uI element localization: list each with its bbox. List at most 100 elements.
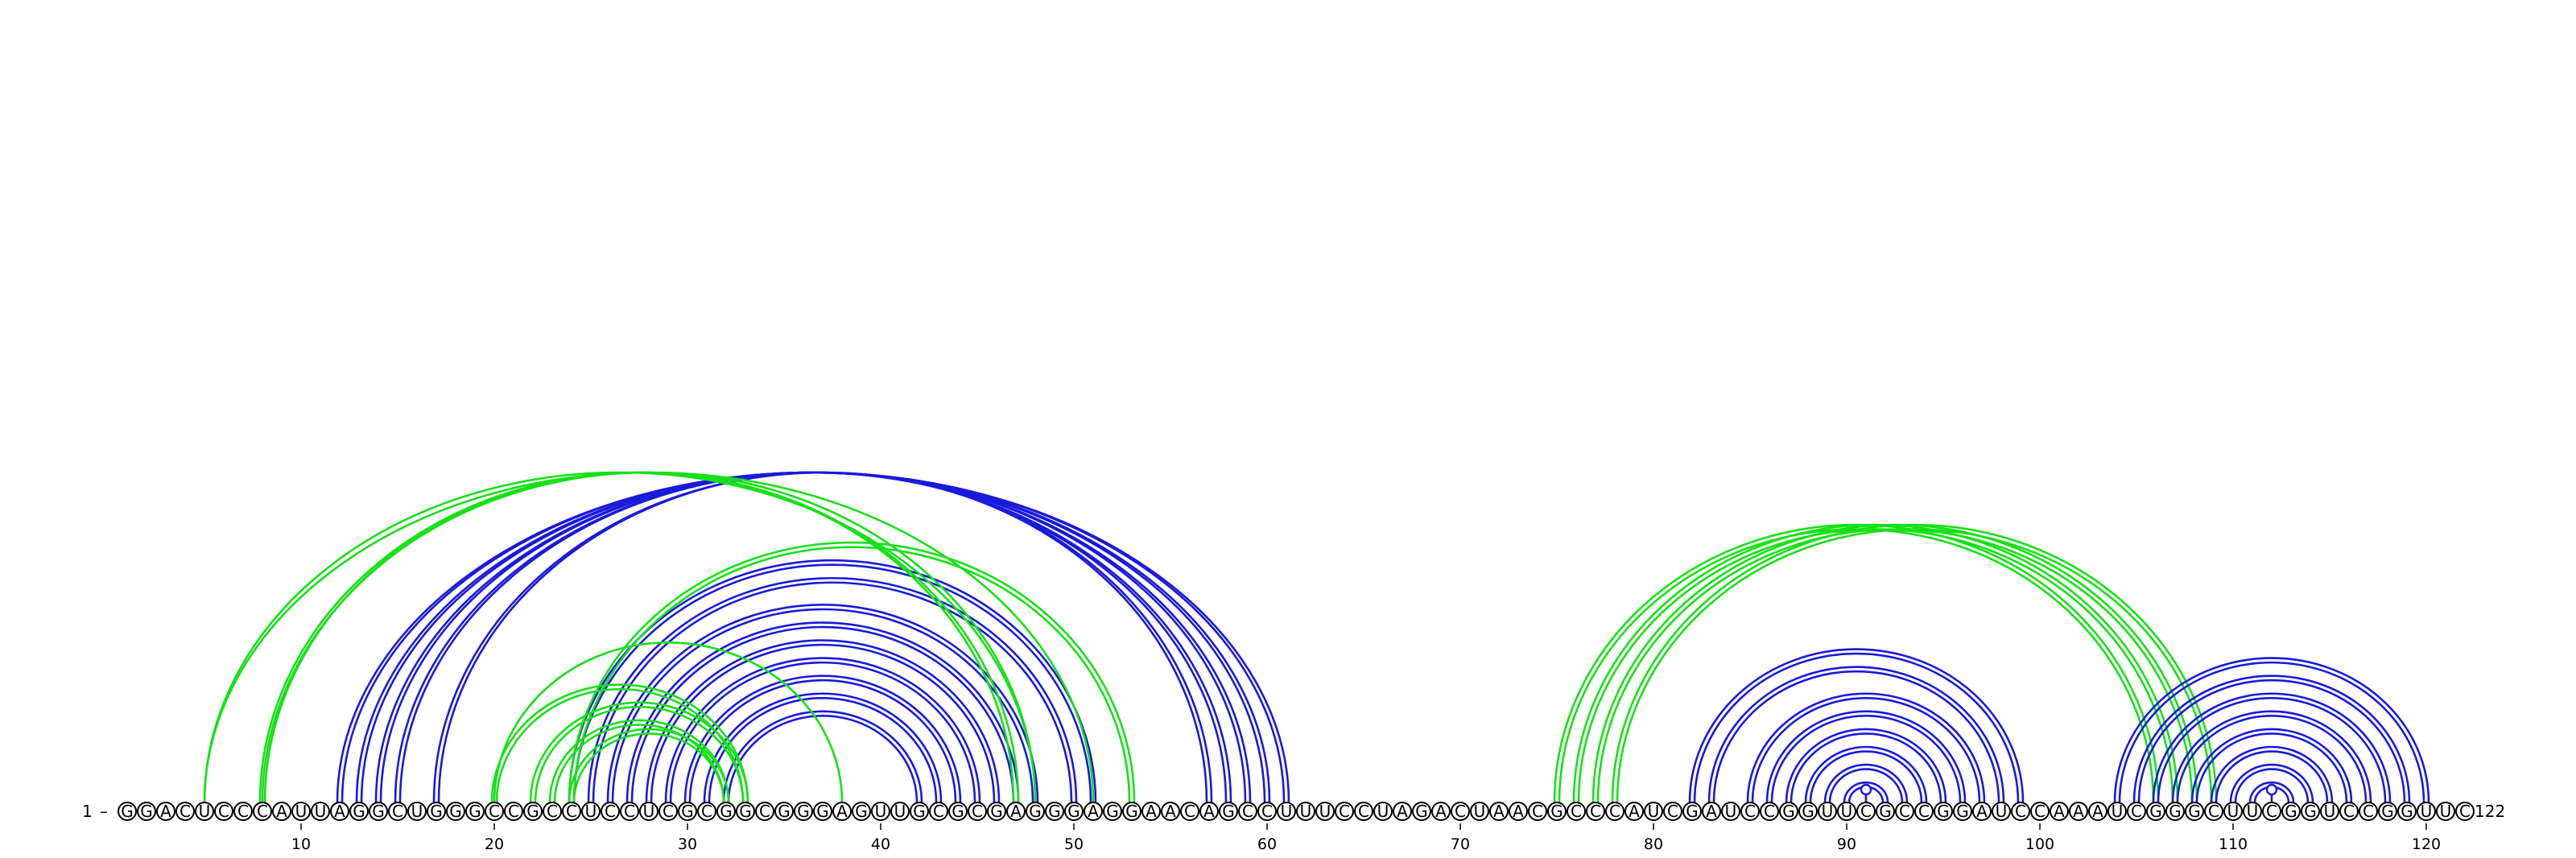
nucleotide-letter: A xyxy=(1165,802,1176,821)
nucleotide-circle xyxy=(253,802,272,821)
nucleotide-10: U xyxy=(291,802,311,821)
nucleotide-111: U xyxy=(2243,802,2262,821)
nucleotide-106: G xyxy=(2146,802,2165,821)
blue-arc-24-51-outer xyxy=(568,559,1097,803)
nucleotide-letter: U xyxy=(2440,802,2452,821)
nucleotide-118: G xyxy=(2378,802,2397,821)
blue-arc-25-50-outer xyxy=(587,576,1078,803)
nucleotide-circle xyxy=(2050,802,2069,821)
nucleotide-117: C xyxy=(2359,802,2378,821)
nucleotide-letter: G xyxy=(681,802,694,821)
nucleotide-39: G xyxy=(852,802,871,821)
nucleotide-letter: U xyxy=(894,802,906,821)
nucleotide-letter: A xyxy=(1435,802,1447,821)
green-arc-8-47-inner xyxy=(263,471,1015,803)
nucleotide-32: G xyxy=(716,802,736,821)
nucleotide-letter: U xyxy=(1474,802,1486,821)
nucleotide-50: G xyxy=(1064,802,1084,821)
nucleotide-105: C xyxy=(2127,802,2146,821)
nucleotide-letter: G xyxy=(1782,802,1795,821)
nucleotide-circle xyxy=(2165,802,2185,821)
nucleotide-letter: C xyxy=(663,802,674,821)
nucleotide-100: C xyxy=(2030,802,2050,821)
nucleotide-circle xyxy=(1547,802,1567,821)
nucleotide-circle xyxy=(1315,802,1335,821)
nucleotide-circle xyxy=(2204,802,2223,821)
nucleotide-circle xyxy=(504,802,523,821)
nucleotide-circle xyxy=(523,802,543,821)
nucleotide-letter: C xyxy=(257,802,268,821)
nucleotide-38: A xyxy=(832,802,852,821)
nucleotide-letter: C xyxy=(2131,802,2142,821)
nucleotide-3: A xyxy=(156,802,175,821)
green-arc-24-32-outer xyxy=(568,728,730,803)
blue-arc-87-95-inner xyxy=(1790,732,1942,803)
blue-arc-17-57-inner xyxy=(437,471,1208,803)
nucleotide-letter: C xyxy=(2034,802,2046,821)
nucleotide-letter: G xyxy=(1029,802,1042,821)
blue-arc-29-45-inner xyxy=(669,661,976,803)
nucleotide-42: G xyxy=(910,802,929,821)
nucleotide-letter: G xyxy=(816,802,829,821)
nucleotide-circle xyxy=(1837,802,1856,821)
nucleotide-letter: U xyxy=(1725,802,1737,821)
blue-arc-88-94-inner xyxy=(1809,750,1923,803)
nucleotide-circle xyxy=(1084,802,1103,821)
nucleotide-circle xyxy=(1818,802,1837,821)
nucleotide-circle xyxy=(678,802,697,821)
tick-label: 20 xyxy=(485,835,504,853)
blue-arc-106-118-inner xyxy=(2157,697,2387,803)
nucleotide-letter: U xyxy=(875,802,887,821)
blue-arc-82-99-outer xyxy=(1688,648,2025,803)
nucleotide-letter: C xyxy=(624,802,635,821)
nucleotide-circle xyxy=(1412,802,1431,821)
nucleotide-97: A xyxy=(1972,802,1992,821)
nucleotide-102: A xyxy=(2069,802,2088,821)
blue-arc-14-59-inner xyxy=(379,471,1247,803)
green-arc-76-107-outer xyxy=(1572,523,2179,803)
nucleotide-circle xyxy=(2069,802,2088,821)
nucleotide-letter: C xyxy=(1899,802,1910,821)
blue-arc-28-46-inner xyxy=(650,643,996,803)
nucleotide-98: U xyxy=(1992,802,2011,821)
nucleotide-letter: C xyxy=(1744,802,1756,821)
nucleotide-108: G xyxy=(2185,802,2204,821)
nucleotide-letter: C xyxy=(2015,802,2026,821)
nucleotide-circle xyxy=(639,802,658,821)
nucleotide-120: U xyxy=(2417,802,2436,821)
nucleotide-circle xyxy=(929,802,948,821)
nucleotide-circle xyxy=(2107,802,2127,821)
nucleotide-29: C xyxy=(658,802,678,821)
nucleotide-66: U xyxy=(1373,802,1393,821)
nucleotide-30: G xyxy=(678,802,697,821)
nucleotide-18: G xyxy=(446,802,465,821)
nucleotide-85: C xyxy=(1740,802,1760,821)
blue-arc-105-119-inner xyxy=(2137,679,2406,803)
blue-arc-107-117-inner xyxy=(2176,715,2368,803)
nucleotide-letter: G xyxy=(1222,802,1235,821)
nucleotide-circle xyxy=(1161,802,1180,821)
nucleotide-7: C xyxy=(233,802,253,821)
nucleotide-letter: C xyxy=(1764,802,1775,821)
nucleotide-121: U xyxy=(2436,802,2455,821)
nucleotide-letter: C xyxy=(2459,802,2471,821)
nucleotide-letter: G xyxy=(140,802,153,821)
tick-label: 110 xyxy=(2219,835,2248,853)
nucleotide-35: G xyxy=(774,802,794,821)
nucleotide-letter: C xyxy=(2208,802,2219,821)
nucleotide-circle xyxy=(1876,802,1895,821)
nucleotide-letter: A xyxy=(1203,802,1215,821)
nucleotide-23: C xyxy=(543,802,562,821)
nucleotide-letter: C xyxy=(1532,802,1543,821)
tick-label: 60 xyxy=(1257,835,1277,853)
nucleotide-circle xyxy=(620,802,639,821)
nucleotide-letter: U xyxy=(1841,802,1853,821)
nucleotide-92: G xyxy=(1876,802,1895,821)
nucleotide-73: A xyxy=(1509,802,1528,821)
nucleotide-circle xyxy=(233,802,253,821)
nucleotide-78: C xyxy=(1605,802,1624,821)
nucleotide-circle xyxy=(987,802,1006,821)
nucleotide-circle xyxy=(1740,802,1760,821)
nucleotide-109: C xyxy=(2204,802,2223,821)
nucleotide-circle xyxy=(1586,802,1605,821)
